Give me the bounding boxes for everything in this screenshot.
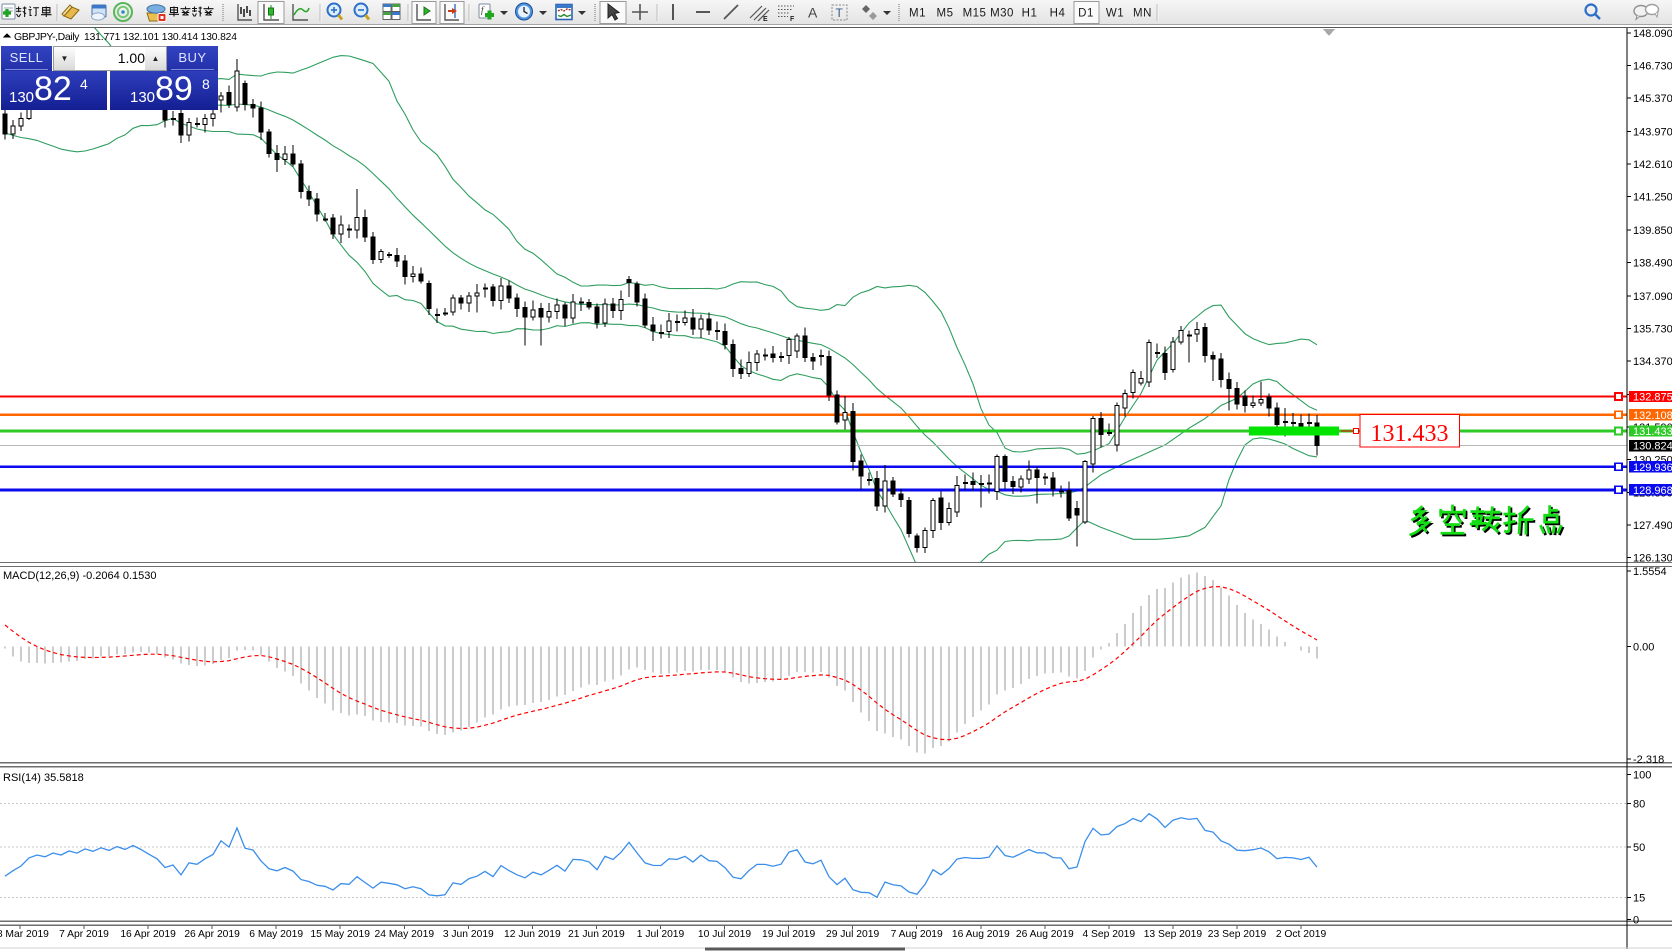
svg-text:15 May 2019: 15 May 2019 (310, 929, 370, 940)
svg-text:21 Jun 2019: 21 Jun 2019 (568, 929, 625, 940)
svg-text:GBPJPY-,Daily: GBPJPY-,Daily (14, 31, 80, 43)
svg-text:13 Sep 2019: 13 Sep 2019 (1144, 929, 1203, 940)
svg-text:141.250: 141.250 (1633, 191, 1672, 203)
svg-text:143.970: 143.970 (1633, 126, 1672, 138)
svg-text:3 Jun 2019: 3 Jun 2019 (443, 929, 494, 940)
svg-text:1 Jul 2019: 1 Jul 2019 (637, 929, 685, 940)
svg-text:100: 100 (1633, 770, 1651, 782)
svg-text:MACD(12,26,9) -0.2064 0.1530: MACD(12,26,9) -0.2064 0.1530 (3, 570, 156, 582)
svg-text:7 Apr 2019: 7 Apr 2019 (59, 929, 109, 940)
svg-text:24 May 2019: 24 May 2019 (375, 929, 435, 940)
svg-text:RSI(14) 35.5818: RSI(14) 35.5818 (3, 772, 84, 784)
svg-text:H1: H1 (1022, 8, 1038, 20)
svg-text:80: 80 (1633, 799, 1645, 811)
svg-text:15: 15 (1633, 893, 1645, 905)
svg-text:f: f (481, 5, 485, 15)
svg-text:146.730: 146.730 (1633, 60, 1672, 72)
svg-text:135.730: 135.730 (1633, 323, 1672, 335)
svg-text:131.771 132.101 130.414 130.82: 131.771 132.101 130.414 130.824 (84, 32, 237, 43)
svg-text:16 Aug 2019: 16 Aug 2019 (952, 929, 1010, 940)
svg-text:0: 0 (1633, 914, 1639, 926)
svg-text:10 Jul 2019: 10 Jul 2019 (698, 929, 752, 940)
svg-text:26 Apr 2019: 26 Apr 2019 (184, 929, 240, 940)
svg-text:50: 50 (1633, 842, 1645, 854)
svg-text:129.936: 129.936 (1633, 462, 1672, 474)
svg-text:M5: M5 (937, 8, 954, 20)
svg-text:1.5554: 1.5554 (1633, 566, 1667, 578)
svg-text:-2.318: -2.318 (1633, 754, 1664, 766)
svg-text:142.610: 142.610 (1633, 159, 1672, 171)
svg-text:7 Aug 2019: 7 Aug 2019 (891, 929, 943, 940)
svg-text:26 Aug 2019: 26 Aug 2019 (1016, 929, 1074, 940)
svg-text:2 Oct 2019: 2 Oct 2019 (1276, 929, 1327, 940)
svg-text:28 Mar 2019: 28 Mar 2019 (0, 929, 49, 940)
svg-text:29 Jul 2019: 29 Jul 2019 (826, 929, 880, 940)
svg-text:M1: M1 (909, 8, 926, 20)
svg-text:M15: M15 (963, 8, 987, 20)
svg-text:138.490: 138.490 (1633, 257, 1672, 269)
svg-text:A: A (808, 5, 818, 21)
svg-text:137.090: 137.090 (1633, 291, 1672, 303)
svg-text:19 Jul 2019: 19 Jul 2019 (762, 929, 816, 940)
svg-text:T: T (836, 6, 844, 20)
svg-text:128.968: 128.968 (1633, 485, 1672, 497)
svg-text:23 Sep 2019: 23 Sep 2019 (1208, 929, 1267, 940)
svg-text:0.00: 0.00 (1633, 641, 1654, 653)
svg-text:148.090: 148.090 (1633, 28, 1672, 40)
svg-text:132.875: 132.875 (1633, 392, 1672, 404)
svg-text:127.490: 127.490 (1633, 520, 1672, 532)
svg-text:130.824: 130.824 (1633, 441, 1672, 453)
svg-text:131.433: 131.433 (1371, 421, 1449, 447)
svg-text:134.370: 134.370 (1633, 356, 1672, 368)
svg-text:6 May 2019: 6 May 2019 (249, 929, 303, 940)
svg-text:MN: MN (1133, 8, 1152, 20)
svg-text:M30: M30 (990, 8, 1014, 20)
svg-text:132.108: 132.108 (1633, 410, 1672, 422)
svg-text:16 Apr 2019: 16 Apr 2019 (120, 929, 176, 940)
svg-text:W1: W1 (1106, 8, 1124, 20)
svg-text:139.850: 139.850 (1633, 225, 1672, 237)
svg-text:131.433: 131.433 (1633, 426, 1672, 438)
svg-text:E: E (763, 16, 768, 23)
svg-text:4 Sep 2019: 4 Sep 2019 (1082, 929, 1135, 940)
svg-text:H4: H4 (1050, 8, 1066, 20)
svg-text:145.370: 145.370 (1633, 93, 1672, 105)
svg-text:12 Jun 2019: 12 Jun 2019 (504, 929, 561, 940)
svg-text:D1: D1 (1078, 8, 1094, 20)
svg-text:126.130: 126.130 (1633, 553, 1672, 565)
svg-text:F: F (790, 16, 795, 23)
